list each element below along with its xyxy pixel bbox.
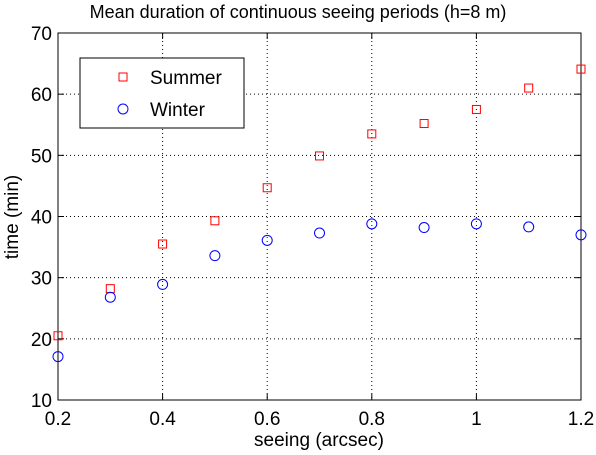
summer-point — [262, 183, 272, 193]
tick-labels: 0.2 0.4 0.6 0.8 1 1.2 10 20 30 40 50 60 70 — [31, 24, 594, 430]
legend-box — [79, 57, 245, 129]
y-tick-label: 10 — [31, 391, 52, 412]
winter-point — [209, 250, 221, 262]
winter-point — [314, 227, 325, 239]
winter-point — [418, 222, 430, 234]
summer-point — [210, 216, 220, 226]
summer-point — [53, 331, 63, 341]
legend-marks — [117, 72, 129, 115]
y-tick-label: 70 — [31, 24, 52, 45]
y-tick-label: 60 — [31, 85, 52, 106]
summer-point — [158, 239, 168, 249]
x-tick-label: 1.2 — [568, 409, 594, 430]
summer-point — [315, 151, 324, 161]
legend-marker-summer — [118, 72, 128, 82]
legend: Summer Winter — [79, 57, 245, 129]
x-tick-label: 1 — [471, 409, 482, 430]
y-tick-label: 50 — [31, 146, 52, 167]
axis-ticks — [57, 32, 582, 401]
winter-point — [104, 291, 116, 303]
winter-point — [261, 234, 273, 246]
y-tick-label: 30 — [31, 269, 52, 290]
y-tick-label: 20 — [31, 330, 52, 351]
summer-point — [419, 119, 429, 129]
y-tick-label: 40 — [31, 208, 52, 229]
chart-title: Mean duration of continuous seeing perio… — [90, 2, 507, 22]
x-tick-label: 0.6 — [254, 409, 280, 430]
winter-point — [52, 351, 64, 363]
data-marks — [52, 64, 587, 363]
winter-point — [470, 218, 482, 230]
winter-point — [523, 221, 535, 233]
x-tick-label: 0.8 — [359, 409, 385, 430]
x-tick-label: 0.2 — [45, 409, 71, 430]
summer-point — [471, 104, 481, 114]
winter-point — [157, 278, 169, 290]
legend-marker-winter — [117, 103, 129, 115]
legend-label-winter: Winter — [150, 100, 206, 121]
summer-point — [524, 83, 534, 93]
winter-point — [366, 218, 378, 230]
legend-label-summer: Summer — [150, 68, 222, 89]
winter-point — [575, 229, 587, 241]
x-axis-label: seeing (arcsec) — [254, 430, 384, 451]
y-axis-label: time (min) — [2, 175, 23, 259]
summer-point — [576, 64, 586, 74]
x-tick-label: 0.4 — [149, 409, 176, 430]
summer-point — [367, 129, 377, 139]
